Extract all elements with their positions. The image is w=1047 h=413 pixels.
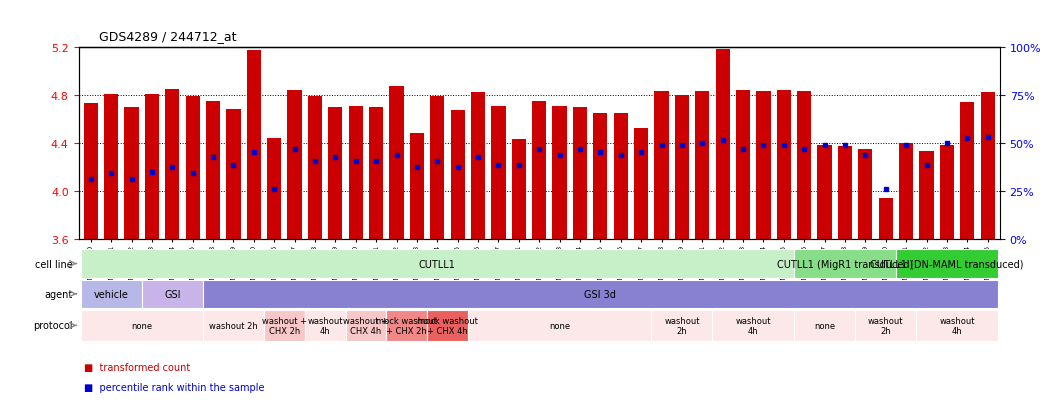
Bar [614, 114, 628, 240]
Bar [81, 310, 203, 341]
Text: none: none [814, 321, 836, 330]
Bar [674, 95, 689, 240]
Text: cell line: cell line [35, 259, 72, 269]
Bar [427, 310, 468, 341]
Bar [573, 107, 587, 240]
Text: CUTLL1: CUTLL1 [419, 259, 455, 269]
Text: protocol: protocol [32, 320, 72, 330]
Bar [288, 91, 302, 240]
Text: none: none [131, 321, 152, 330]
Text: ■  transformed count: ■ transformed count [84, 362, 190, 372]
Bar [777, 91, 790, 240]
Bar [794, 310, 855, 341]
Bar [226, 110, 241, 240]
Bar [203, 280, 998, 308]
Bar [471, 93, 485, 240]
Text: washout +
CHX 2h: washout + CHX 2h [262, 316, 307, 335]
Bar [369, 107, 383, 240]
Bar [838, 147, 852, 240]
Bar [981, 93, 995, 240]
Bar [349, 106, 363, 240]
Bar [878, 199, 893, 240]
Bar [916, 310, 998, 341]
Text: washout
4h: washout 4h [308, 316, 343, 335]
Text: washout
2h: washout 2h [664, 316, 699, 335]
Text: vehicle: vehicle [93, 289, 129, 299]
Bar [940, 146, 954, 240]
Bar [491, 106, 506, 240]
Text: washout
4h: washout 4h [939, 316, 975, 335]
Bar [409, 134, 424, 240]
Bar [756, 92, 771, 240]
Bar [346, 310, 386, 341]
Bar [308, 97, 322, 240]
Bar [104, 94, 118, 240]
Bar [247, 51, 261, 240]
Bar [328, 107, 342, 240]
Bar [794, 250, 896, 278]
Bar [695, 92, 710, 240]
Bar [165, 90, 179, 240]
Bar [267, 139, 282, 240]
Bar [512, 140, 526, 240]
Bar [651, 310, 712, 341]
Bar [386, 310, 427, 341]
Text: GSI 3d: GSI 3d [584, 289, 617, 299]
Text: CUTLL1 (MigR1 transduced): CUTLL1 (MigR1 transduced) [777, 259, 913, 269]
Bar [81, 250, 794, 278]
Bar [960, 103, 975, 240]
Bar [125, 107, 138, 240]
Bar [206, 102, 220, 240]
Bar [81, 280, 141, 308]
Bar [634, 129, 648, 240]
Text: agent: agent [44, 289, 72, 299]
Bar [84, 104, 97, 240]
Text: washout
4h: washout 4h [735, 316, 771, 335]
Bar [899, 143, 913, 240]
Text: CUTLL1 (DN-MAML transduced): CUTLL1 (DN-MAML transduced) [870, 259, 1024, 269]
Bar [797, 92, 811, 240]
Text: none: none [549, 321, 571, 330]
Text: washout
2h: washout 2h [868, 316, 904, 335]
Text: washout +
CHX 4h: washout + CHX 4h [343, 316, 388, 335]
Bar [594, 114, 607, 240]
Text: mock washout
+ CHX 2h: mock washout + CHX 2h [376, 316, 438, 335]
Bar [736, 91, 751, 240]
Bar [712, 310, 794, 341]
Text: ■  percentile rank within the sample: ■ percentile rank within the sample [84, 382, 264, 392]
Bar [919, 152, 934, 240]
Text: washout 2h: washout 2h [209, 321, 258, 330]
Bar [389, 87, 404, 240]
Bar [896, 250, 998, 278]
Bar [859, 150, 872, 240]
Text: GDS4289 / 244712_at: GDS4289 / 244712_at [99, 31, 237, 43]
Bar [305, 310, 346, 341]
Bar [818, 146, 831, 240]
Bar [141, 280, 203, 308]
Bar [203, 310, 264, 341]
Text: GSI: GSI [164, 289, 180, 299]
Bar [144, 94, 159, 240]
Bar [264, 310, 305, 341]
Bar [715, 50, 730, 240]
Text: mock washout
+ CHX 4h: mock washout + CHX 4h [417, 316, 477, 335]
Bar [855, 310, 916, 341]
Bar [532, 102, 547, 240]
Bar [450, 111, 465, 240]
Bar [185, 97, 200, 240]
Bar [468, 310, 651, 341]
Bar [430, 97, 444, 240]
Bar [553, 106, 566, 240]
Bar [654, 92, 669, 240]
